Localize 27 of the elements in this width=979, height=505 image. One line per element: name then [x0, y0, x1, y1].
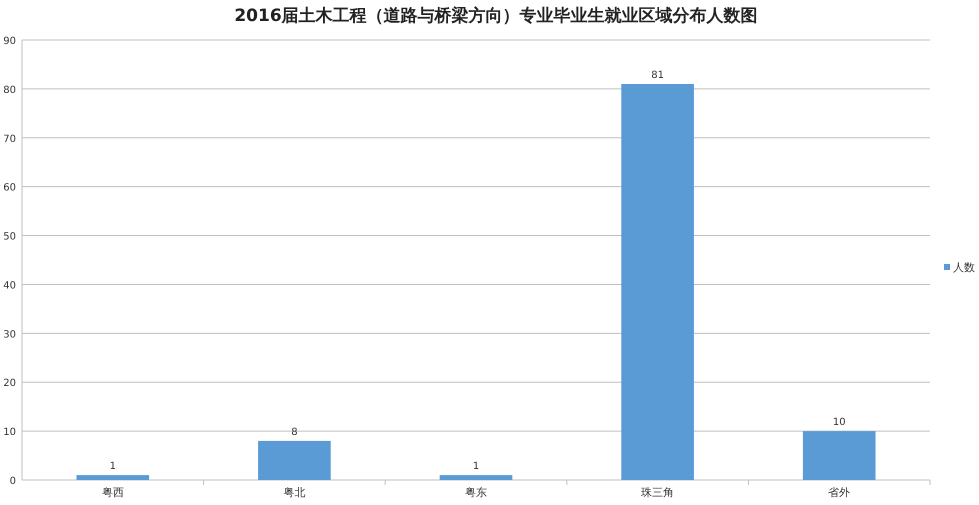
x-tick-label: 省外	[828, 486, 850, 499]
x-tick-label: 粤北	[283, 486, 306, 499]
x-tick-label: 粤西	[102, 486, 124, 499]
x-tick-label: 粤东	[465, 486, 487, 499]
y-tick-label: 0	[10, 476, 16, 487]
y-tick-label: 90	[3, 36, 16, 47]
y-tick-label: 80	[3, 84, 16, 96]
data-label: 1	[110, 461, 116, 472]
data-label: 10	[832, 417, 846, 428]
y-tick-label: 10	[3, 427, 16, 438]
legend-label: 人数	[953, 261, 975, 274]
bar	[802, 431, 876, 480]
y-tick-label: 50	[3, 232, 16, 243]
data-label: 1	[472, 461, 480, 472]
y-tick-label: 30	[3, 329, 16, 340]
data-label: 8	[291, 426, 298, 438]
bar	[258, 440, 331, 480]
chart-title: 2016届土木工程（道路与桥梁方向）专业毕业生就业区域分布人数图	[234, 6, 758, 26]
y-tick-label: 70	[3, 134, 16, 145]
bar	[440, 475, 512, 480]
y-tick-label: 40	[3, 280, 16, 292]
data-label: 81	[651, 70, 664, 81]
bar	[76, 475, 150, 480]
y-tick-label: 20	[3, 378, 16, 390]
x-tick-label: 珠三角	[641, 486, 674, 499]
bar	[621, 84, 694, 480]
y-tick-label: 60	[3, 182, 16, 194]
